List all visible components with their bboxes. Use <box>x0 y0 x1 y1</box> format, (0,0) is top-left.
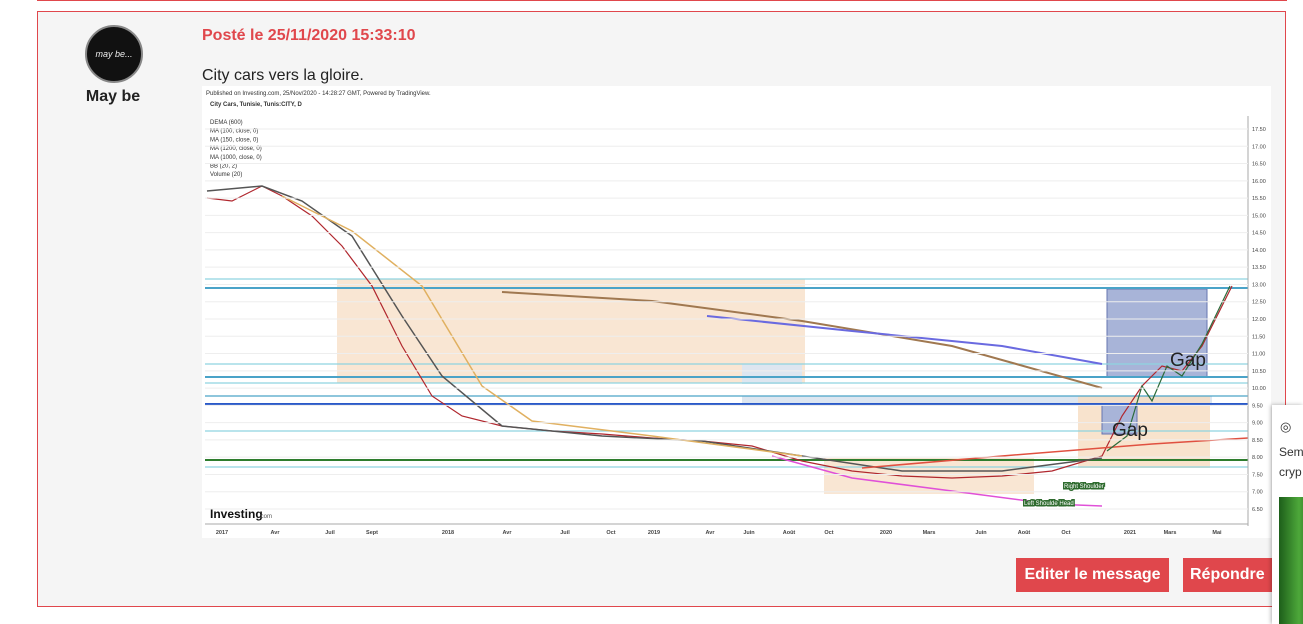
popup-line: cryp <box>1279 465 1302 479</box>
y-label: 10.50 <box>1252 369 1266 375</box>
reply-button[interactable]: Répondre <box>1183 558 1272 592</box>
price-lines <box>206 185 1249 507</box>
y-label: 8.50 <box>1252 438 1263 444</box>
edit-button[interactable]: Editer le message <box>1016 558 1169 592</box>
annotation: Gap <box>1112 420 1148 441</box>
x-label: Juil <box>325 530 335 536</box>
y-label: 15.00 <box>1252 213 1266 219</box>
levels <box>205 278 1248 468</box>
y-label: 14.50 <box>1252 231 1266 237</box>
x-label: Mars <box>1164 530 1177 536</box>
indicator: MA (100, close, 0) <box>210 129 258 135</box>
y-label: 11.00 <box>1252 352 1265 358</box>
y-label: 17.00 <box>1252 144 1266 150</box>
indicator: MA (1200, close, 0) <box>210 146 262 152</box>
x-label: Juin <box>743 530 755 536</box>
x-label: 2019 <box>648 530 660 536</box>
y-label: 6.50 <box>1252 507 1263 513</box>
x-label: Avr <box>706 530 716 536</box>
x-label: Juin <box>975 530 987 536</box>
x-label: Oct <box>824 530 833 536</box>
logo-suffix: .com <box>259 514 272 520</box>
x-label: Août <box>783 530 796 536</box>
x-label: Juil <box>560 530 570 536</box>
y-label: 7.50 <box>1252 472 1263 478</box>
y-label: 12.00 <box>1252 317 1266 323</box>
y-label: 7.00 <box>1252 490 1263 496</box>
x-label: Avr <box>271 530 281 536</box>
side-popup[interactable]: ◎ Sem cryp <box>1272 405 1303 624</box>
symbol-line: City Cars, Tunisie, Tunis:CITY, D <box>210 102 302 108</box>
y-label: 16.00 <box>1252 179 1266 185</box>
y-label: 14.00 <box>1252 248 1266 254</box>
x-label: Oct <box>606 530 615 536</box>
indicator: DEMA (600) <box>210 120 243 126</box>
annotation: Left Shoulde Head <box>1024 501 1074 507</box>
chart-image: Published on Investing.com, 25/Nov/2020 … <box>202 86 1271 538</box>
indicator: MA (150, close, 0) <box>210 137 258 143</box>
x-label: Août <box>1018 530 1031 536</box>
y-label: 11.50 <box>1252 334 1265 340</box>
y-label: 8.00 <box>1252 455 1263 461</box>
y-label: 17.50 <box>1252 127 1266 133</box>
y-label: 9.50 <box>1252 403 1263 409</box>
x-label: Oct <box>1061 530 1070 536</box>
popup-icon: ◎ <box>1280 419 1292 434</box>
x-label: Mars <box>923 530 936 536</box>
y-label: 12.50 <box>1252 300 1266 306</box>
x-label: Avr <box>503 530 513 536</box>
y-label: 9.00 <box>1252 421 1263 427</box>
x-label: 2018 <box>442 530 454 536</box>
y-label: 15.50 <box>1252 196 1266 202</box>
popup-line: Sem <box>1279 445 1303 459</box>
avatar: may be... <box>85 25 143 83</box>
y-label: 10.00 <box>1252 386 1266 392</box>
y-label: 13.50 <box>1252 265 1266 271</box>
popup-image <box>1279 497 1303 624</box>
post-date: Posté le 25/11/2020 15:33:10 <box>202 27 416 44</box>
y-label: 13.00 <box>1252 282 1266 288</box>
x-label: 2021 <box>1124 530 1136 536</box>
x-label: Sept <box>366 530 378 536</box>
post-body: City cars vers la gloire. <box>202 67 364 84</box>
x-label: 2020 <box>880 530 892 536</box>
published-line: Published on Investing.com, 25/Nov/2020 … <box>206 91 431 97</box>
previous-post <box>37 0 1287 1</box>
indicator: MA (1000, close, 0) <box>210 155 262 161</box>
x-label: 2017 <box>216 530 228 536</box>
author[interactable]: May be <box>85 88 141 105</box>
indicator: BB (20, 2) <box>210 164 237 170</box>
annotation: Gap <box>1170 350 1206 371</box>
annotation: Right Shoulder <box>1064 484 1104 490</box>
indicator: Volume (20) <box>210 172 242 178</box>
x-label: Mai <box>1212 530 1222 536</box>
y-label: 16.50 <box>1252 162 1266 168</box>
logo: Investing <box>210 507 263 521</box>
